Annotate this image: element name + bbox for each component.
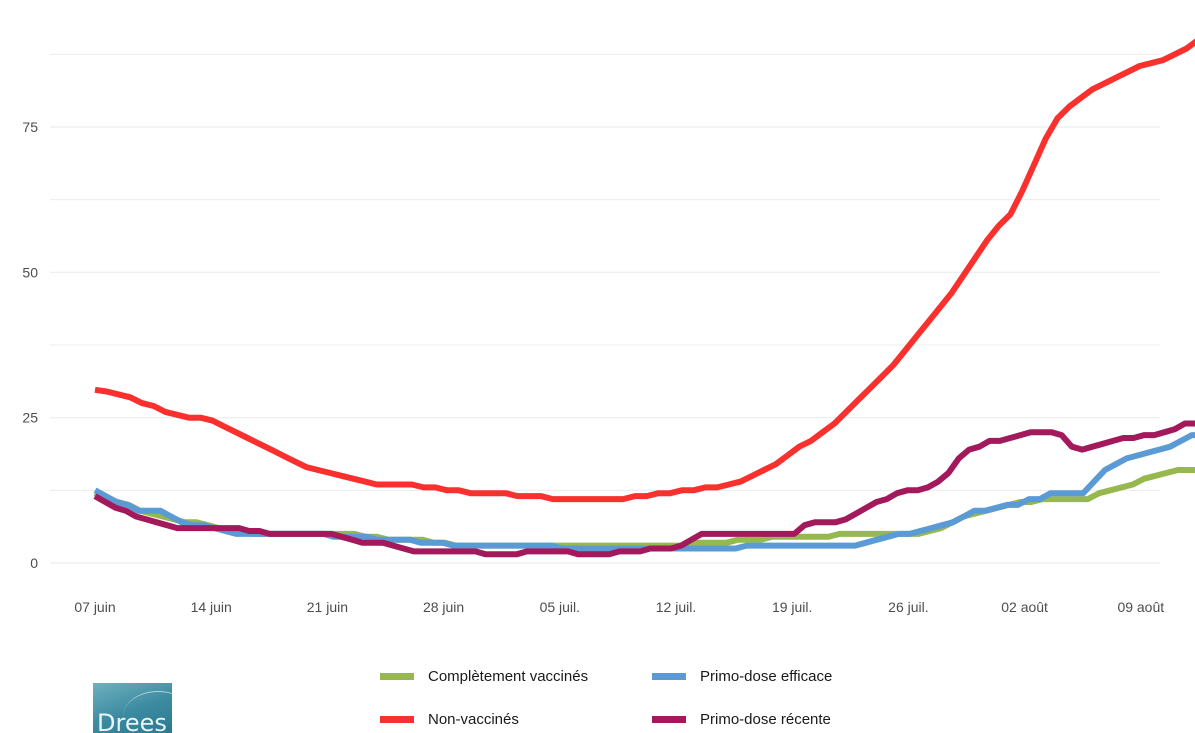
line-chart: 0 25 50 75 07 juin 14 juin 21 juin 28 juin 05 j… (22, 38, 1195, 615)
legend-swatch (380, 715, 414, 723)
legend-label: Complètement vaccinés (428, 667, 589, 685)
series-lines (93, 38, 1195, 558)
legend-swatch (652, 672, 686, 680)
legend-label: Non-vaccinés (428, 710, 519, 728)
legend-item-completement-vaccines: Complètement vaccinés (380, 664, 588, 688)
logo-arc (123, 691, 172, 733)
series-line-primo-dose-recente (93, 420, 1195, 558)
y-tick-label: 0 (30, 555, 38, 571)
legend-item-primo-dose-efficace: Primo-dose efficace (652, 664, 832, 688)
x-axis-ticks: 07 juin 14 juin 21 juin 28 juin 05 juil. 12 j… (74, 599, 1164, 615)
legend-item-non-vaccines: Non-vaccinés (380, 707, 519, 731)
drees-logo: Drees (93, 683, 172, 733)
x-tick-label: 09 août (1117, 599, 1164, 615)
x-tick-label: 28 juin (423, 599, 464, 615)
x-tick-label: 02 août (1001, 599, 1048, 615)
x-tick-label: 26 juil. (888, 599, 928, 615)
y-axis-ticks: 0 25 50 75 (22, 119, 38, 571)
series-line-non-vaccines (94, 38, 1195, 503)
y-tick-label: 50 (22, 264, 38, 280)
legend-swatch (652, 715, 686, 723)
legend-label: Primo-dose efficace (700, 667, 833, 685)
y-tick-label: 25 (22, 410, 38, 426)
x-tick-label: 05 juil. (540, 599, 580, 615)
y-tick-label: 75 (22, 119, 38, 135)
logo-text: Drees (97, 709, 167, 733)
x-tick-label: 14 juin (191, 599, 232, 615)
x-tick-label: 07 juin (74, 599, 115, 615)
x-tick-label: 12 juil. (656, 599, 696, 615)
grid-lines (50, 53, 1160, 564)
x-tick-label: 21 juin (307, 599, 348, 615)
legend-swatch (380, 672, 414, 680)
legend-label: Primo-dose récente (700, 710, 831, 728)
x-tick-label: 19 juil. (772, 599, 812, 615)
legend-item-primo-dose-recente: Primo-dose récente (652, 707, 831, 731)
